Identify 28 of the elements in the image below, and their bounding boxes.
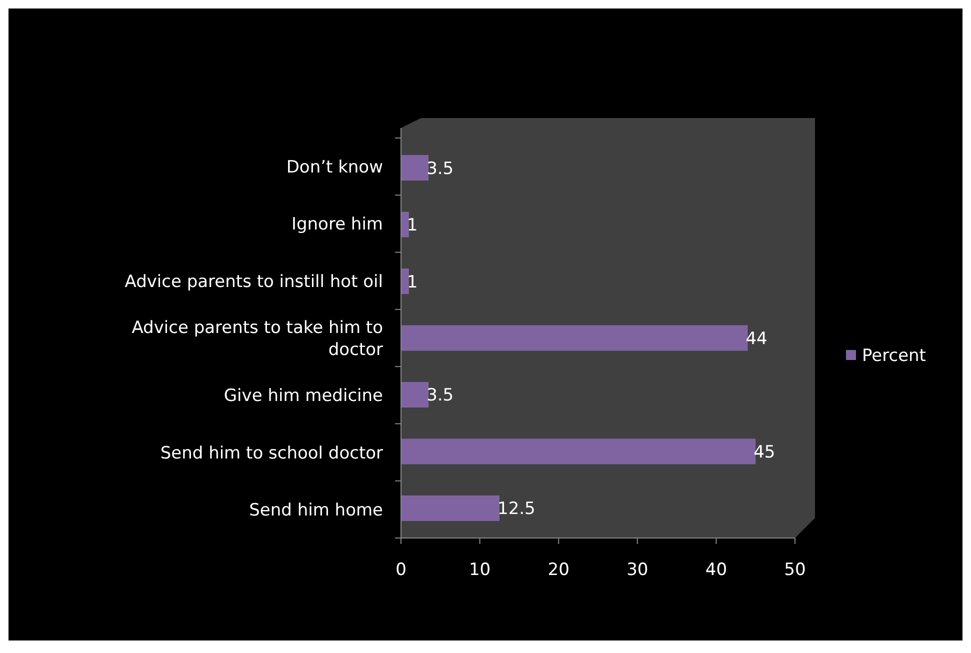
x-tick-label: 40 (705, 560, 728, 580)
bar (401, 495, 500, 521)
bar (401, 325, 748, 351)
bar (401, 155, 429, 181)
bar (401, 268, 409, 294)
y-tick-label: Don’t know (286, 158, 384, 178)
y-tick-label: Give him medicine (224, 386, 383, 406)
x-tick-label: 30 (626, 560, 648, 580)
legend-label: Percent (862, 346, 926, 366)
data-label: 45 (754, 442, 776, 462)
x-tick-label: 50 (784, 560, 806, 580)
x-tick-label: 20 (548, 560, 570, 580)
x-tick-label: 10 (468, 560, 491, 580)
data-label: 1 (406, 216, 418, 236)
data-label: 3.5 (426, 158, 454, 179)
bar (401, 382, 429, 408)
bar (401, 438, 756, 464)
y-tick-label: Send him to school doctor (160, 443, 384, 464)
y-tick-label: Send him home (249, 500, 383, 520)
data-label: 1 (406, 272, 418, 292)
x-tick-label: 0 (396, 560, 406, 580)
bar (401, 212, 409, 238)
y-tick-label: Ignore him (291, 214, 383, 235)
data-label: 12.5 (498, 499, 536, 520)
y-tick-label: Advice parents to instill hot oil (124, 272, 383, 292)
data-label: 3.5 (426, 386, 454, 406)
data-label: 44 (746, 329, 768, 349)
y-tick-label: Advice parents to take him to doctor (132, 318, 383, 360)
